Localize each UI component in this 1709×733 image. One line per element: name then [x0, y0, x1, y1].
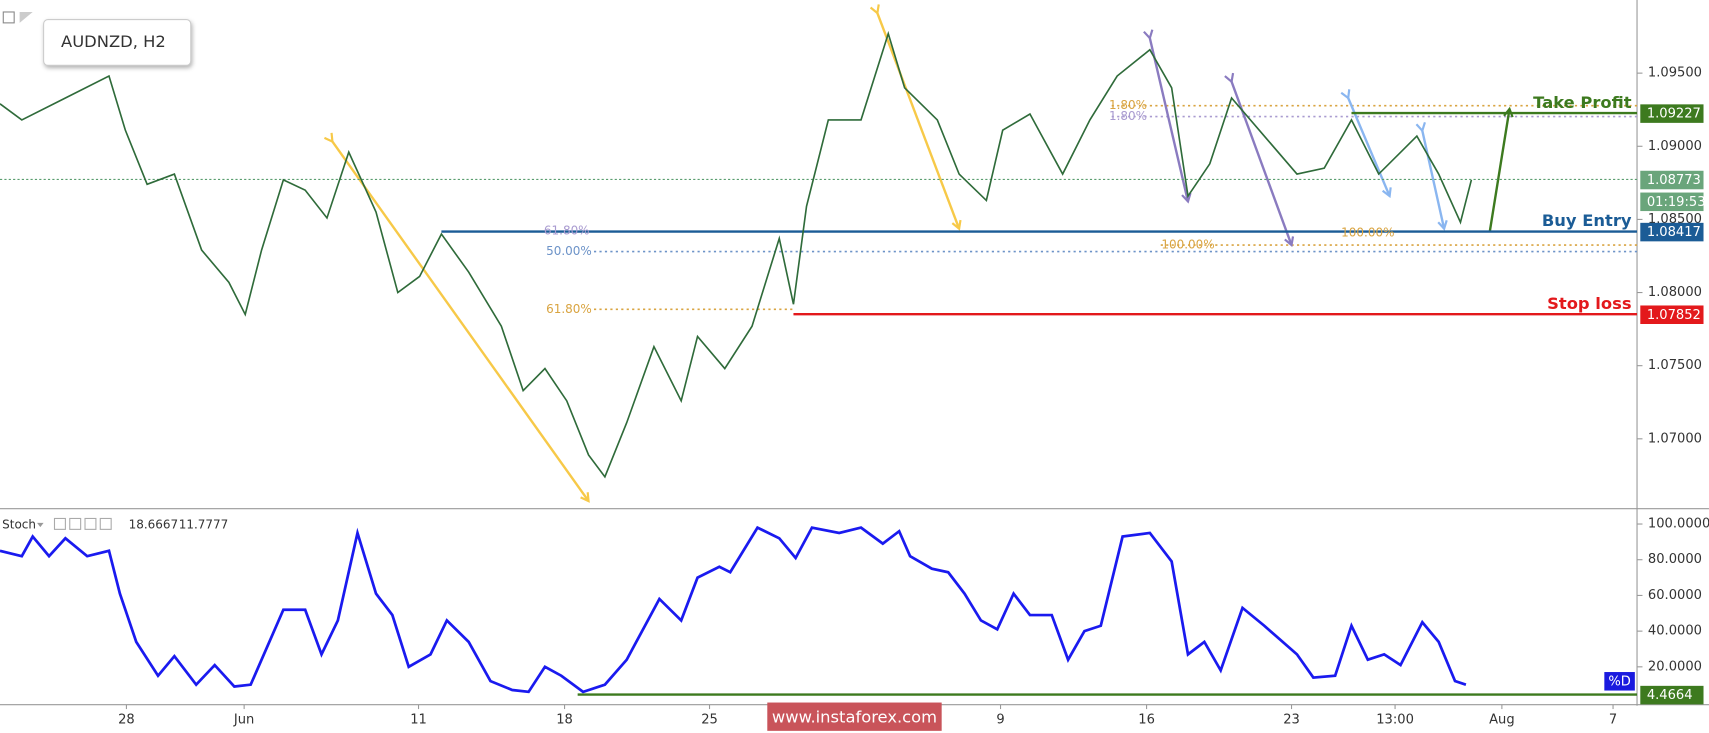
y-tick-label: 60.0000: [1648, 588, 1702, 603]
toolbar-icon[interactable]: [2, 11, 15, 24]
series-label-box: [1604, 672, 1635, 691]
series-label: %D: [1608, 674, 1630, 689]
indicator-menu[interactable]: [37, 522, 44, 528]
x-tick-label: 16: [1138, 712, 1155, 727]
x-tick-label: Aug: [1489, 712, 1515, 727]
fib-label: 50.00%: [546, 244, 592, 258]
fib-label: 61.80%: [544, 223, 590, 237]
y-tick-label: 20.0000: [1648, 659, 1702, 674]
y-tick-label: 1.07500: [1648, 358, 1702, 373]
y-tick-label: 1.09500: [1648, 66, 1702, 81]
level-value: 1.09227: [1647, 107, 1701, 122]
x-tick-label: 23: [1283, 712, 1300, 727]
stoch-readout: 11.7777: [179, 517, 229, 531]
current-price-label: 1.08773: [1647, 173, 1701, 188]
x-tick-label: 13:00: [1376, 712, 1414, 727]
y-tick-label: 1.08000: [1648, 285, 1702, 300]
price-box: [1640, 170, 1704, 190]
fib-label: 1.80%: [1109, 109, 1147, 123]
symbol-box: [43, 19, 192, 66]
x-tick-label: 11: [410, 712, 427, 727]
level-box: [1640, 222, 1704, 242]
x-tick-label: 7: [1609, 712, 1617, 727]
indicator-title: Stoch: [2, 517, 36, 531]
level-label: Take Profit: [1533, 93, 1632, 112]
level-value: 1.07852: [1647, 308, 1701, 323]
level-box: [1640, 305, 1704, 324]
x-tick-label: 18: [556, 712, 573, 727]
stoch-line: [0, 525, 1467, 694]
countdown: 01:19:53: [1647, 195, 1706, 210]
x-tick-label: Jun: [233, 712, 254, 727]
indicator-buttons[interactable]: [53, 517, 112, 530]
level-label: Stop loss: [1547, 294, 1631, 313]
price-line: [0, 30, 1473, 479]
level-box: [1640, 685, 1704, 705]
level-box: [1640, 104, 1704, 123]
fib-label: 1.80%: [1109, 98, 1147, 112]
fib-label: 61.80%: [546, 302, 592, 316]
stoch-level-value: 4.4664: [1647, 688, 1693, 703]
y-tick-label: 80.0000: [1648, 552, 1702, 567]
x-tick-label: 28: [118, 712, 135, 727]
y-tick-label: 100.0000: [1648, 517, 1709, 532]
fib-label: 100.00%: [1341, 226, 1394, 240]
y-tick-label: 1.09000: [1648, 139, 1702, 154]
y-tick-label: 1.07000: [1648, 431, 1702, 446]
toolbar-icon[interactable]: [19, 11, 33, 23]
level-label: Buy Entry: [1542, 211, 1632, 230]
stoch-readout: 18.6667: [129, 517, 179, 531]
symbol-title: AUDNZD, H2: [61, 32, 166, 51]
fib-label: 100.00%: [1161, 238, 1214, 252]
x-tick-label: 25: [701, 712, 718, 727]
y-tick-label: 40.0000: [1648, 624, 1702, 639]
watermark-box: [767, 702, 942, 731]
countdown-box: [1640, 192, 1704, 212]
x-tick-label: 9: [996, 712, 1004, 727]
watermark: www.instaforex.com: [772, 707, 937, 726]
level-value: 1.08417: [1647, 225, 1701, 240]
